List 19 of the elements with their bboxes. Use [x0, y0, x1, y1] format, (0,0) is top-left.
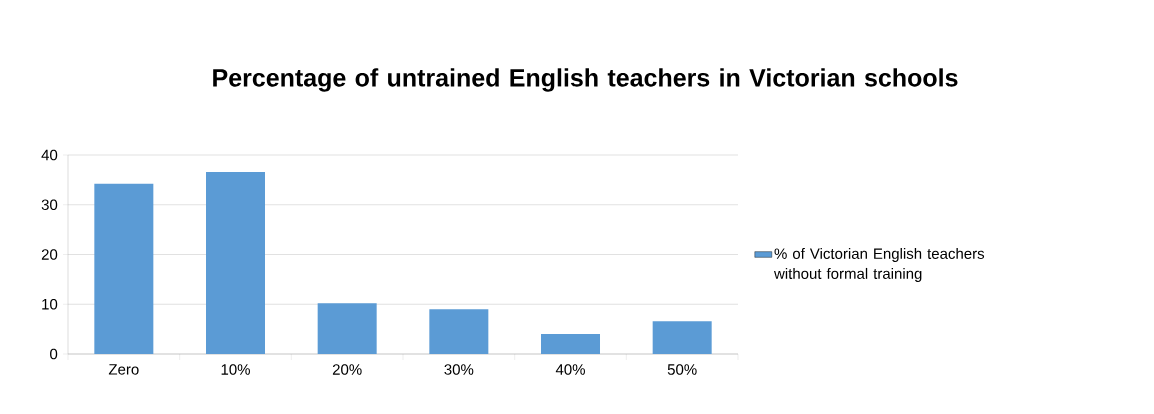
bar	[94, 183, 154, 354]
y-tick-label: 10	[42, 298, 58, 310]
legend-label: % of Victorian English teachers without formal training	[773, 247, 985, 282]
bar	[206, 171, 265, 354]
x-tick-label: 40%	[555, 364, 585, 375]
x-tick-label: 10%	[221, 364, 250, 375]
x-tick-label: 50%	[667, 364, 697, 375]
x-tick-label: 30%	[444, 364, 474, 375]
bar	[541, 334, 600, 354]
y-tick-label: 20	[41, 249, 58, 260]
bar	[652, 321, 712, 354]
y-tick-label: 30	[41, 199, 58, 211]
y-tick-label: 40	[41, 149, 58, 161]
bar	[317, 303, 377, 354]
y-tick-label: 0	[50, 348, 58, 360]
bar	[429, 309, 489, 354]
x-tick-label: 20%	[332, 364, 362, 375]
chart-title: Percentage of untrained English teachers in Victorian schools	[213, 68, 958, 92]
x-tick-label: Zero	[108, 364, 139, 375]
